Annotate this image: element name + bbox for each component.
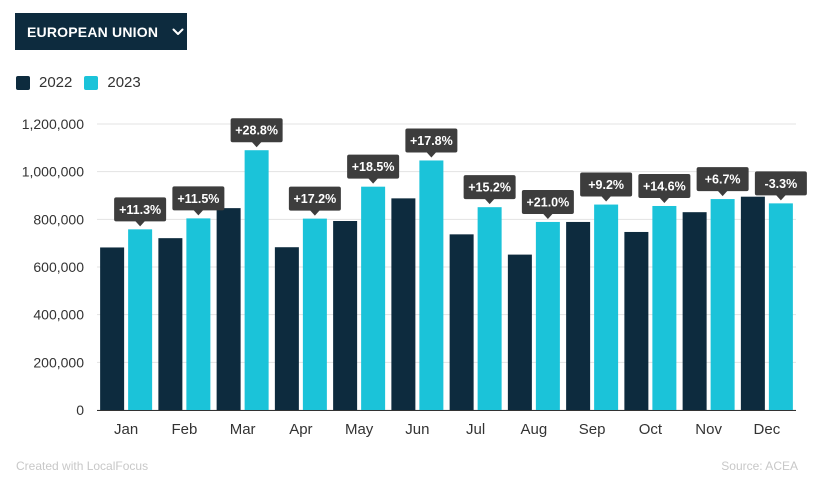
y-tick-label: 1,000,000 [22, 164, 84, 180]
change-badge-label: +14.6% [643, 179, 686, 193]
change-badge-label: +11.3% [119, 203, 161, 217]
change-badge-label: +11.5% [177, 192, 219, 206]
change-badge [114, 197, 167, 222]
x-tick-label: Dec [754, 421, 781, 438]
change-badge-label: +15.2% [468, 181, 511, 195]
x-tick-label: Mar [230, 421, 256, 438]
bar-2023 [419, 160, 444, 410]
change-badge-pointer [309, 210, 320, 216]
x-tick-label: Jun [405, 421, 429, 438]
bar-2023 [244, 150, 269, 410]
region-dropdown[interactable]: EUROPEAN UNION [15, 13, 187, 50]
change-badge-pointer [717, 190, 728, 197]
change-badge-pointer [542, 213, 553, 219]
bar-2022 [682, 212, 707, 410]
legend-swatch-2022 [16, 75, 30, 90]
change-badge [521, 189, 574, 214]
x-tick-label: Aug [521, 421, 548, 438]
bar-2022 [740, 196, 765, 410]
bar-2023 [186, 218, 211, 410]
bar-2023 [302, 218, 327, 410]
change-badge [638, 173, 691, 198]
change-badge-label: +6.7% [705, 173, 741, 187]
change-badge [172, 186, 225, 211]
y-tick-label: 1,200,000 [22, 116, 84, 132]
change-badge [405, 128, 458, 153]
bar-2023 [477, 207, 502, 410]
bar-2023 [361, 186, 386, 410]
region-dropdown-label: EUROPEAN UNION [27, 23, 159, 40]
bar-2022 [391, 198, 416, 410]
change-badge-pointer [251, 141, 262, 148]
change-badge [580, 172, 633, 197]
change-badge-pointer [484, 198, 495, 205]
x-tick-label: Nov [695, 421, 722, 438]
change-badge [230, 118, 283, 143]
change-badge [347, 154, 400, 179]
change-badge [754, 171, 807, 196]
change-badge [696, 167, 749, 192]
bar-2022 [624, 231, 649, 410]
legend-label-2022: 2022 [39, 74, 73, 91]
y-tick-label: 800,000 [33, 211, 84, 227]
bar-2022 [100, 247, 125, 410]
y-tick-label: 400,000 [33, 307, 84, 323]
change-badge-label: +18.5% [352, 160, 395, 174]
bar-2023 [768, 203, 793, 410]
change-badge-label: -3.3% [765, 177, 798, 191]
change-badge-pointer [135, 220, 146, 227]
x-tick-label: May [345, 421, 374, 438]
bar-2022 [158, 238, 183, 410]
change-badge-label: +9.2% [588, 178, 624, 192]
x-tick-label: Feb [171, 421, 197, 438]
change-badge-label: +17.2% [294, 192, 337, 206]
x-tick-label: Oct [639, 421, 663, 438]
legend-swatch-2023 [84, 75, 99, 90]
change-badge-pointer [775, 194, 786, 201]
y-tick-label: 0 [76, 402, 84, 418]
legend-item-2023: 2023 [84, 74, 141, 91]
x-tick-label: Jul [466, 421, 485, 438]
y-tick-label: 600,000 [33, 259, 84, 275]
bar-2023 [535, 221, 560, 410]
bar-2023 [128, 229, 153, 410]
bar-2022 [274, 247, 299, 410]
bar-2023 [594, 204, 619, 410]
bar-2022 [507, 254, 532, 410]
y-tick-label: 200,000 [33, 354, 84, 370]
change-badge [463, 175, 516, 200]
change-badge-label: +28.8% [235, 124, 278, 138]
bar-2023 [652, 205, 677, 410]
change-badge-pointer [659, 197, 670, 203]
legend-label-2023: 2023 [107, 74, 141, 91]
bar-2022 [449, 234, 474, 410]
change-badge-label: +17.8% [410, 134, 453, 148]
bar-2022 [333, 221, 358, 410]
x-tick-label: Jan [114, 421, 138, 438]
chart-legend: 2022 2023 [16, 74, 153, 91]
chevron-down-icon [172, 28, 184, 36]
legend-item-2022: 2022 [16, 74, 72, 91]
bar-2022 [566, 221, 591, 410]
bar-2022 [216, 208, 241, 410]
change-badge-pointer [426, 151, 437, 158]
x-tick-label: Apr [289, 421, 312, 438]
change-badge [288, 186, 341, 211]
change-badge-pointer [193, 209, 204, 216]
change-badge-pointer [601, 196, 612, 202]
change-badge-pointer [368, 178, 379, 184]
footer-credit: Created with LocalFocus [16, 459, 149, 473]
footer-source: Source: ACEA [721, 459, 798, 473]
bar-2023 [710, 199, 735, 410]
x-tick-label: Sep [579, 421, 606, 438]
change-badge-label: +21.0% [527, 195, 570, 209]
